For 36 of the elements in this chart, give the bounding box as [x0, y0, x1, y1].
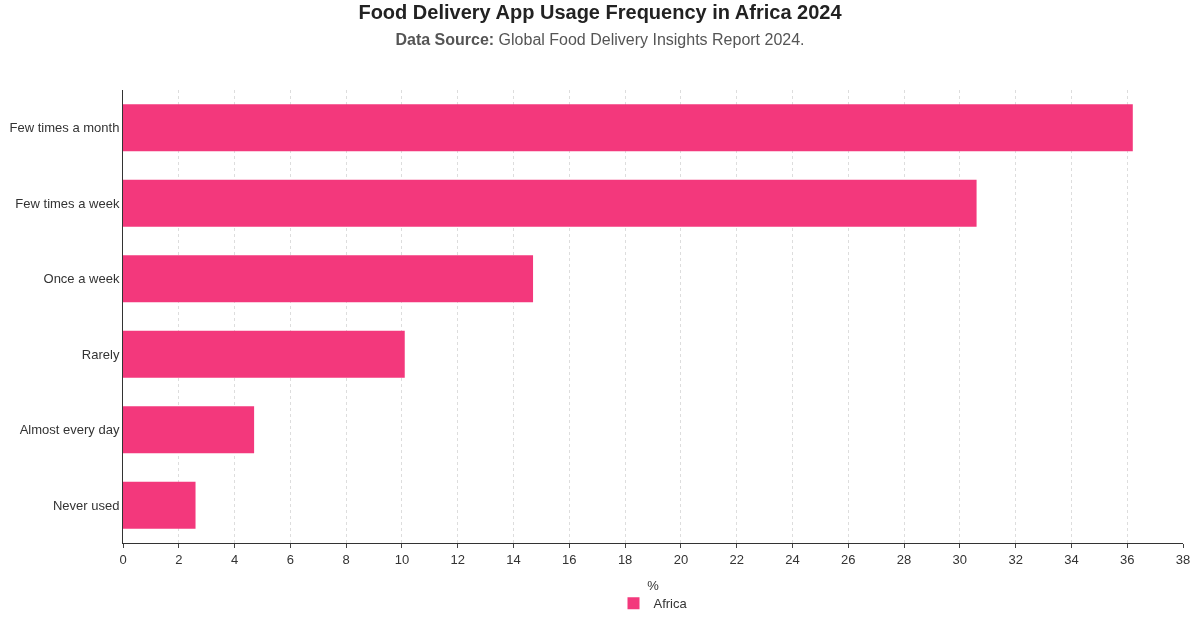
x-tick-label: 22 [729, 551, 744, 567]
x-tick-label: 32 [1008, 551, 1023, 567]
x-tick-label: 10 [394, 551, 410, 567]
x-tick-label: 38 [1175, 551, 1191, 567]
bar [123, 104, 1133, 152]
x-tick-label: 16 [562, 551, 577, 567]
x-tick-label: 36 [1119, 551, 1135, 567]
x-tick-label: 2 [175, 551, 183, 567]
x-tick-label: 30 [952, 551, 968, 567]
x-tick-label: 18 [617, 551, 633, 567]
x-axis-title: % [647, 578, 660, 594]
bar [123, 255, 534, 303]
y-tick-label: Rarely [81, 346, 120, 362]
y-tick-label: Almost every day [19, 422, 120, 438]
x-tick-label: 20 [673, 551, 689, 567]
x-tick-label: 0 [119, 551, 127, 567]
y-tick-label: Once a week [43, 271, 120, 287]
bar [123, 179, 977, 227]
bar [123, 330, 405, 378]
x-tick-label: 4 [230, 551, 239, 567]
chart-subtitle: Data Source: Global Food Delivery Insights Report 2024. [395, 30, 805, 48]
y-tick-label: Never used [52, 497, 120, 513]
y-tick-label: Few times a week [15, 195, 120, 211]
chart-title: Food Delivery App Usage Frequency in Africa 2024 [358, 0, 843, 23]
x-tick-label: 26 [841, 551, 856, 567]
x-tick-label: 14 [506, 551, 521, 567]
bar [123, 481, 196, 529]
x-tick-label: 24 [785, 551, 800, 567]
bar [123, 406, 255, 454]
x-tick-label: 8 [342, 551, 350, 567]
x-tick-label: 28 [896, 551, 912, 567]
legend-label: Africa [653, 596, 688, 612]
y-tick-label: Few times a month [9, 120, 120, 136]
x-tick-label: 34 [1064, 551, 1079, 567]
x-tick-label: 6 [286, 551, 294, 567]
x-tick-label: 12 [450, 551, 465, 567]
